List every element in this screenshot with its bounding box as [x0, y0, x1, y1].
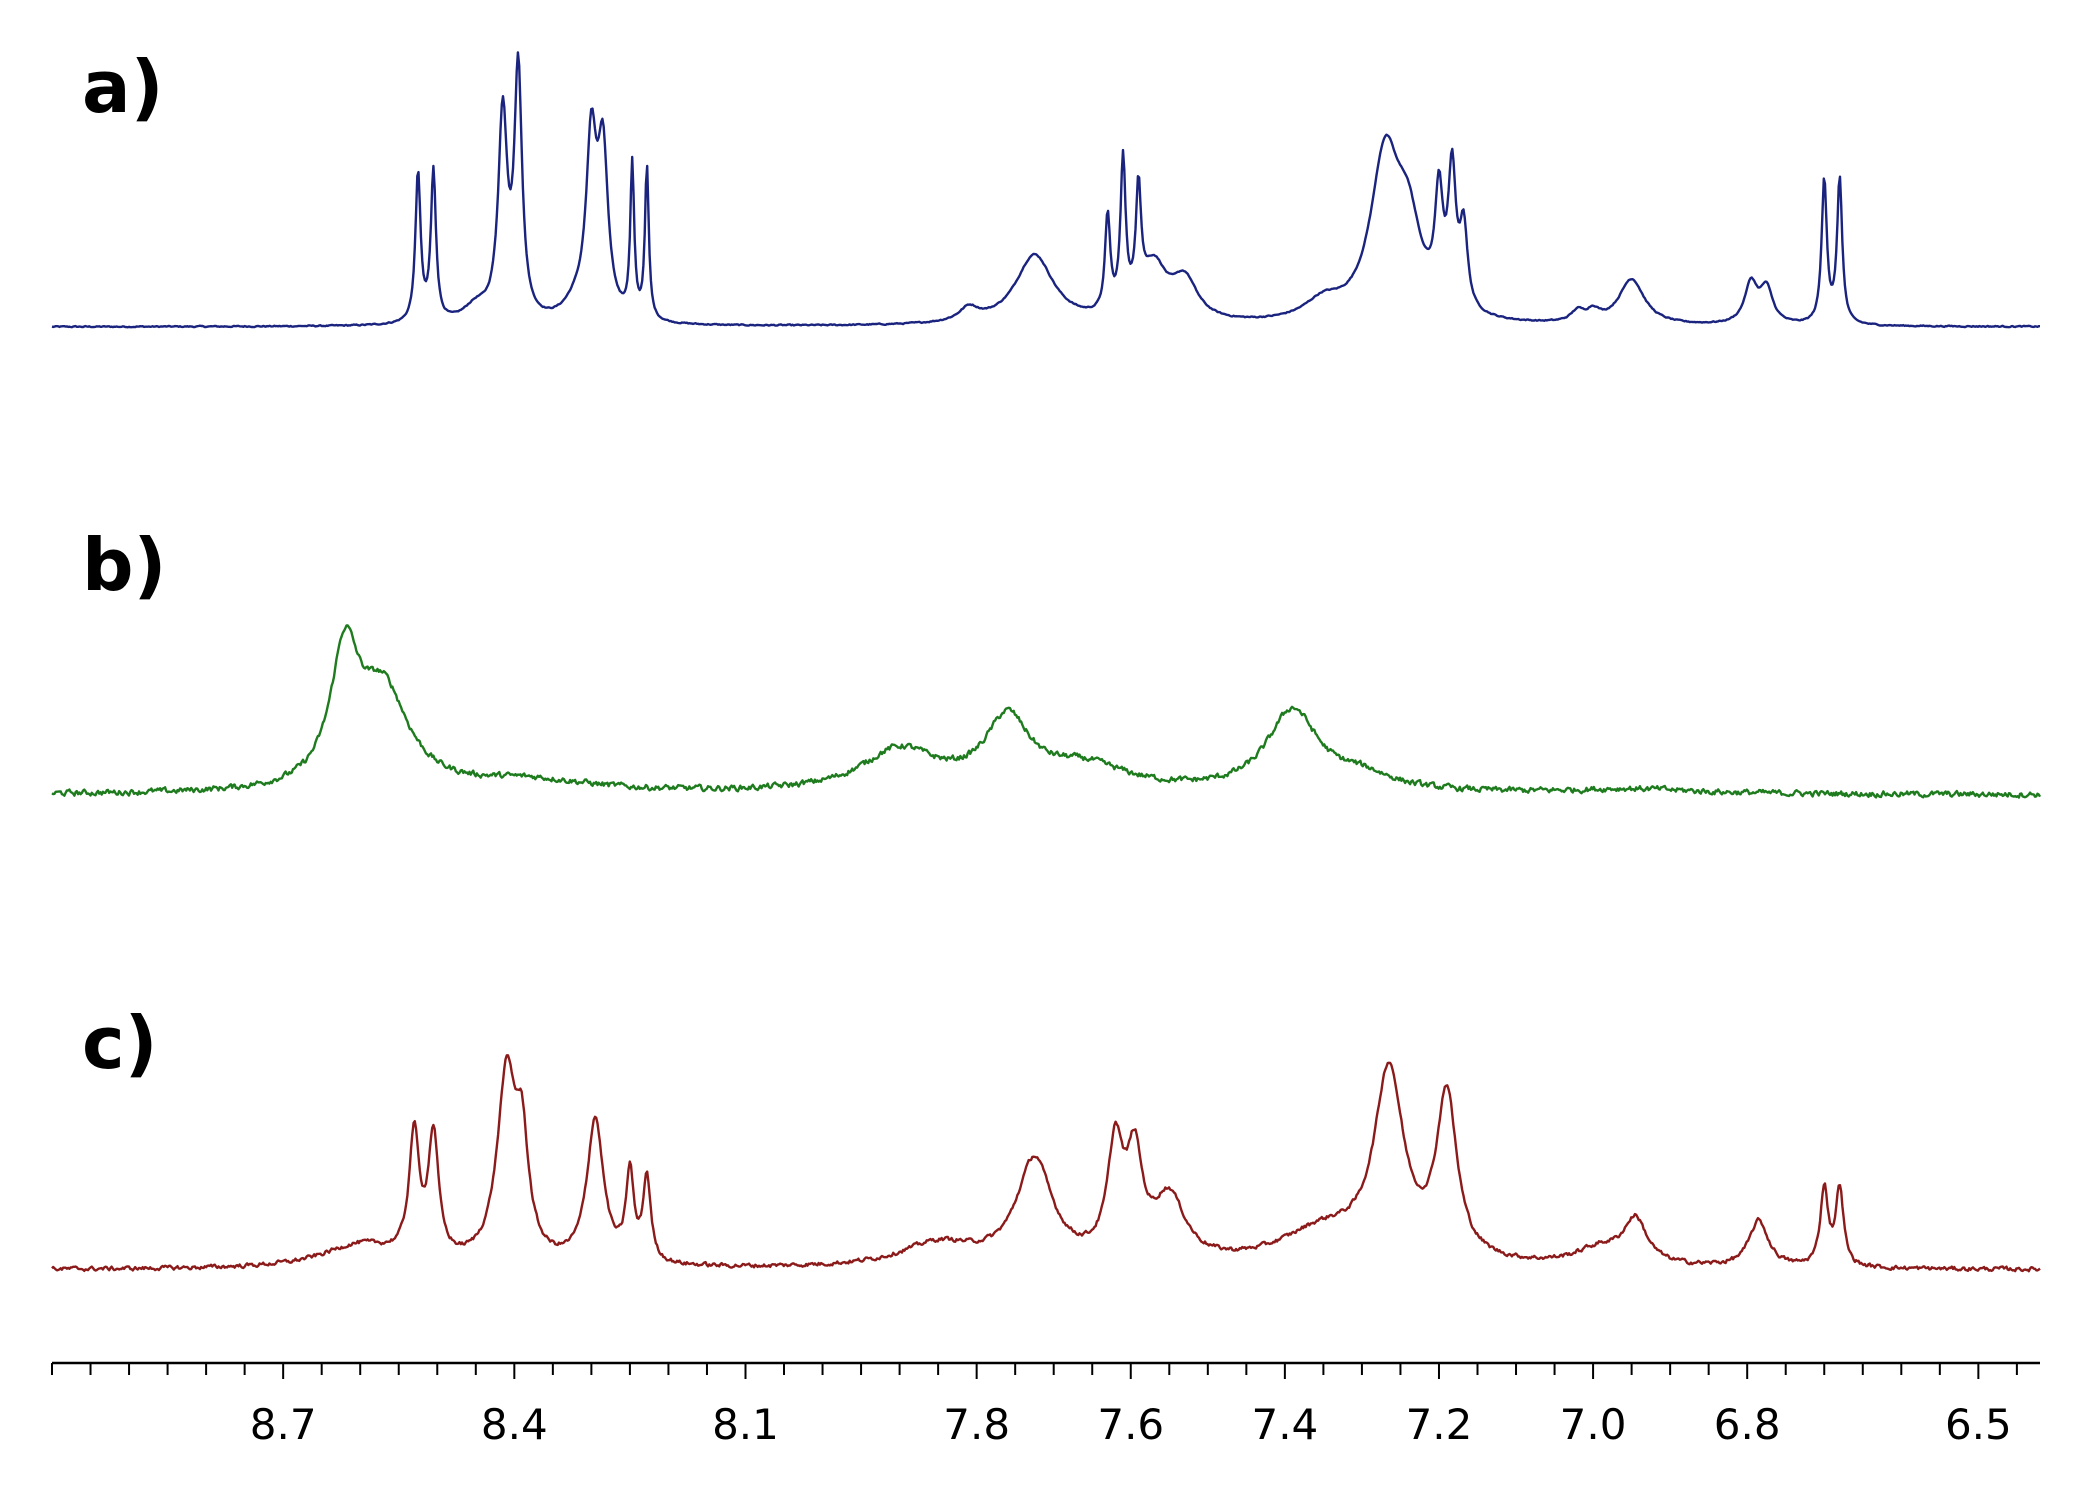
- x-tick-label: 7.8: [943, 1400, 1010, 1449]
- x-tick-label: 6.8: [1714, 1400, 1781, 1449]
- spectrum-line: [51, 1054, 2041, 1273]
- spectrum-panel-3: c): [51, 1001, 2041, 1273]
- x-tick-label: 7.0: [1560, 1400, 1627, 1449]
- panel-label: c): [82, 1001, 158, 1085]
- spectrum-line: [51, 624, 2042, 799]
- spectrum-line: [51, 51, 2040, 329]
- x-tick-label: 7.2: [1406, 1400, 1473, 1449]
- x-tick-label: 7.6: [1097, 1400, 1164, 1449]
- x-tick-label: 8.4: [481, 1400, 548, 1449]
- x-tick-label: 7.4: [1251, 1400, 1318, 1449]
- spectrum-panel-1: a): [51, 45, 2040, 329]
- spectra-panels: a) b) c): [51, 45, 2042, 1273]
- panel-label: a): [82, 45, 164, 129]
- x-axis: 8.7 8.4 8.1 7.8 7.6 7.4 7.2 7.0 6.8 6.5: [51, 1361, 2040, 1449]
- x-tick-label: 8.7: [250, 1400, 317, 1449]
- x-tick-label: 6.5: [1945, 1400, 2012, 1449]
- panel-label: b): [82, 523, 166, 607]
- x-tick-label: 8.1: [712, 1400, 779, 1449]
- spectrum-panel-2: b): [51, 523, 2042, 799]
